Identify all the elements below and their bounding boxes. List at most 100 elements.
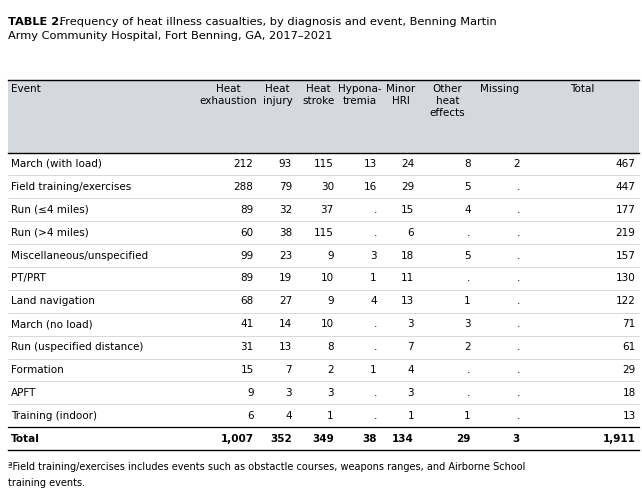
Text: 4: 4 [408, 365, 414, 375]
Text: 3: 3 [370, 250, 377, 261]
Text: 1: 1 [370, 274, 377, 283]
Text: 15: 15 [401, 205, 414, 215]
Text: 5: 5 [464, 250, 471, 261]
Text: 130: 130 [616, 274, 636, 283]
Text: Event: Event [11, 84, 40, 93]
Text: 16: 16 [363, 182, 377, 192]
Text: 93: 93 [279, 159, 292, 169]
Text: 349: 349 [312, 434, 334, 444]
Text: 13: 13 [279, 342, 292, 352]
Text: .: . [517, 205, 520, 215]
Text: 89: 89 [240, 274, 254, 283]
Text: 3: 3 [286, 388, 292, 398]
Text: .: . [374, 228, 377, 238]
Text: .: . [374, 411, 377, 421]
Text: 18: 18 [401, 250, 414, 261]
Text: Frequency of heat illness casualties, by diagnosis and event, Benning Martin: Frequency of heat illness casualties, by… [56, 17, 498, 27]
Text: 60: 60 [241, 228, 254, 238]
Text: 1: 1 [370, 365, 377, 375]
Text: 2: 2 [514, 159, 520, 169]
Text: 8: 8 [464, 159, 471, 169]
Text: 29: 29 [456, 434, 471, 444]
Text: 10: 10 [321, 319, 334, 329]
Text: .: . [517, 296, 520, 307]
Text: Heat
exhaustion: Heat exhaustion [199, 84, 257, 106]
Text: 27: 27 [279, 296, 292, 307]
Text: .: . [467, 274, 471, 283]
Text: 19: 19 [279, 274, 292, 283]
Text: 37: 37 [320, 205, 334, 215]
Text: Army Community Hospital, Fort Benning, GA, 2017–2021: Army Community Hospital, Fort Benning, G… [8, 31, 333, 40]
Text: 7: 7 [286, 365, 292, 375]
Text: .: . [517, 228, 520, 238]
Text: 79: 79 [279, 182, 292, 192]
Text: Formation: Formation [11, 365, 64, 375]
Text: .: . [467, 228, 471, 238]
Text: .: . [374, 388, 377, 398]
Text: 1: 1 [327, 411, 334, 421]
Text: March (with load): March (with load) [11, 159, 102, 169]
Text: 4: 4 [286, 411, 292, 421]
Text: 122: 122 [616, 296, 636, 307]
Text: .: . [517, 250, 520, 261]
Text: .: . [517, 342, 520, 352]
Text: 71: 71 [622, 319, 636, 329]
Text: Run (>4 miles): Run (>4 miles) [11, 228, 89, 238]
Text: 6: 6 [408, 228, 414, 238]
Text: 31: 31 [240, 342, 254, 352]
Text: Run (≤4 miles): Run (≤4 miles) [11, 205, 89, 215]
Text: 29: 29 [622, 365, 636, 375]
Text: 157: 157 [616, 250, 636, 261]
Text: .: . [517, 319, 520, 329]
Text: 32: 32 [279, 205, 292, 215]
Text: 7: 7 [408, 342, 414, 352]
Text: 41: 41 [240, 319, 254, 329]
Text: Land navigation: Land navigation [11, 296, 95, 307]
Text: 115: 115 [314, 159, 334, 169]
Text: APFT: APFT [11, 388, 37, 398]
Text: Total: Total [11, 434, 40, 444]
Text: 13: 13 [622, 411, 636, 421]
Text: 99: 99 [240, 250, 254, 261]
Text: 9: 9 [247, 388, 254, 398]
Text: 134: 134 [392, 434, 414, 444]
Text: 2: 2 [327, 365, 334, 375]
Text: 15: 15 [240, 365, 254, 375]
Text: 23: 23 [279, 250, 292, 261]
Text: .: . [374, 342, 377, 352]
Text: 38: 38 [362, 434, 377, 444]
Text: 447: 447 [616, 182, 636, 192]
Text: 14: 14 [279, 319, 292, 329]
Text: Training (indoor): Training (indoor) [11, 411, 97, 421]
Text: Hypona-
tremia: Hypona- tremia [338, 84, 382, 106]
Text: .: . [517, 274, 520, 283]
Text: 9: 9 [327, 296, 334, 307]
Text: 30: 30 [321, 182, 334, 192]
Text: 29: 29 [401, 182, 414, 192]
Text: 9: 9 [327, 250, 334, 261]
Text: 6: 6 [247, 411, 254, 421]
Text: Heat
injury: Heat injury [263, 84, 293, 106]
Text: 177: 177 [616, 205, 636, 215]
Text: 18: 18 [622, 388, 636, 398]
Text: 352: 352 [270, 434, 292, 444]
Text: 467: 467 [616, 159, 636, 169]
Text: training events.: training events. [8, 478, 85, 488]
Text: .: . [517, 365, 520, 375]
Text: .: . [517, 411, 520, 421]
Text: 13: 13 [363, 159, 377, 169]
Text: 68: 68 [240, 296, 254, 307]
Text: 3: 3 [408, 319, 414, 329]
Text: Missing: Missing [480, 84, 519, 93]
Text: Minor
HRI: Minor HRI [386, 84, 415, 106]
Text: 5: 5 [464, 182, 471, 192]
Text: 11: 11 [401, 274, 414, 283]
Text: PT/PRT: PT/PRT [11, 274, 46, 283]
Text: TABLE 2.: TABLE 2. [8, 17, 64, 27]
Text: Heat
stroke: Heat stroke [302, 84, 335, 106]
Bar [8, 80, 639, 153]
Text: 38: 38 [279, 228, 292, 238]
Text: 13: 13 [401, 296, 414, 307]
Text: 1: 1 [408, 411, 414, 421]
Text: 10: 10 [321, 274, 334, 283]
